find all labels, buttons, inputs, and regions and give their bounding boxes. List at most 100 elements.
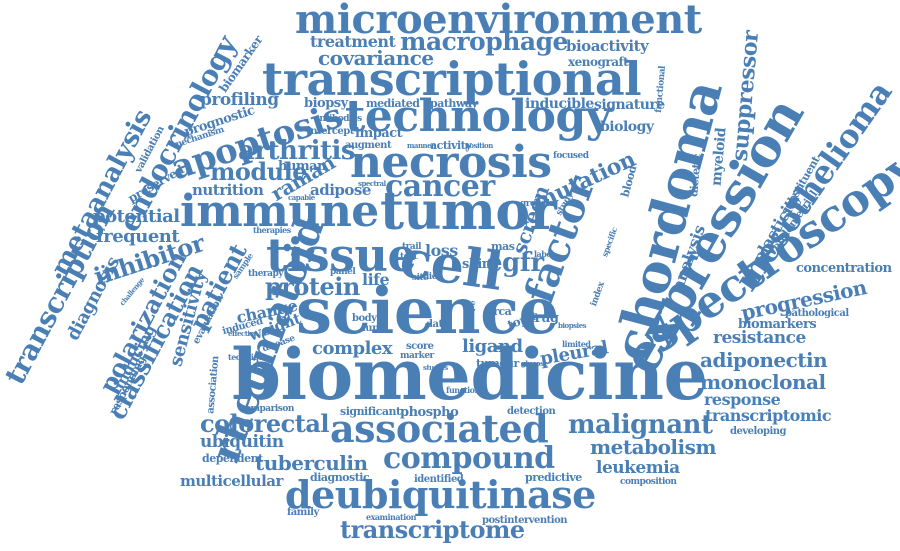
word-significant: significant bbox=[340, 405, 401, 418]
word-test: test bbox=[400, 252, 418, 262]
word-inducible: inducible bbox=[525, 96, 594, 112]
word-family: family bbox=[287, 507, 319, 518]
word-therapy: therapy bbox=[248, 269, 284, 279]
word-diet: diet bbox=[423, 272, 441, 282]
word-leukemia: leukemia bbox=[596, 458, 680, 478]
word-label: label bbox=[534, 249, 554, 259]
word-specific: specific bbox=[599, 225, 620, 259]
word-signature: signature bbox=[594, 97, 665, 113]
word-monoclonal: monoclonal bbox=[700, 370, 826, 394]
word-trail: trail bbox=[402, 242, 422, 252]
word-position: position bbox=[465, 141, 493, 150]
word-function: function bbox=[446, 385, 480, 395]
word-compound: compound bbox=[383, 441, 555, 476]
word-frequent: frequent bbox=[96, 226, 180, 247]
word-tuberculin: tuberculin bbox=[255, 451, 368, 475]
word-technique: technique bbox=[228, 352, 269, 362]
word-concentration: concentration bbox=[796, 261, 892, 276]
word-phospho: phospho bbox=[400, 405, 459, 420]
word-module: module bbox=[210, 157, 308, 186]
word-colorectal: colorectal bbox=[200, 409, 330, 438]
word-growth: growth bbox=[520, 199, 553, 209]
word-intercept: intercept bbox=[307, 126, 354, 137]
word-pathological: pathological bbox=[785, 308, 849, 319]
word-science: science bbox=[296, 274, 559, 349]
word-predictive: predictive bbox=[525, 471, 582, 484]
word-arthritis: arthritis bbox=[238, 136, 356, 166]
word-cancer: cancer bbox=[385, 169, 495, 204]
word-associated: associated bbox=[330, 406, 549, 451]
word-adiponectin: adiponectin bbox=[700, 348, 828, 372]
word-malignant: malignant bbox=[568, 410, 713, 440]
word-biomarkers: biomarkers bbox=[738, 317, 817, 332]
word-augment: augment bbox=[345, 140, 392, 151]
word-brca: brca bbox=[486, 305, 512, 318]
word-necrosis: necrosis bbox=[350, 137, 552, 188]
word-dependent: dependent bbox=[202, 452, 263, 465]
word-human: human bbox=[278, 159, 327, 174]
word-tissue: tissue bbox=[266, 228, 417, 282]
word-mas: mas bbox=[491, 240, 515, 253]
word-dietetic: dietetic bbox=[687, 153, 704, 198]
word-examination: examination bbox=[366, 512, 416, 522]
word-xenograft: xenograft bbox=[568, 55, 629, 69]
word-therapies: therapies bbox=[253, 225, 291, 235]
word-activity: activity bbox=[430, 139, 472, 152]
word-bioactivity: bioactivity bbox=[566, 37, 649, 55]
word-biology: biology bbox=[600, 119, 654, 135]
word-immune: immune bbox=[180, 186, 379, 237]
word-transcriptional: transcriptional bbox=[262, 52, 642, 106]
word-detection: detection bbox=[507, 406, 556, 417]
word-complex: complex bbox=[312, 338, 393, 359]
word-antibodies: antibodies bbox=[314, 114, 362, 124]
word-technology: technology bbox=[345, 91, 611, 142]
word-capable: capable bbox=[288, 193, 315, 202]
word-body: body bbox=[352, 313, 377, 324]
word-biopsy: biopsy bbox=[304, 96, 348, 111]
word-comparison: comparison bbox=[240, 404, 294, 414]
word-lung: lung bbox=[362, 323, 386, 334]
word-manner: manner bbox=[407, 141, 435, 150]
word-marker: marker bbox=[400, 351, 434, 361]
word-profiling: profiling bbox=[200, 90, 279, 110]
word-impact: impact bbox=[355, 126, 403, 141]
word-ligand: ligand bbox=[462, 336, 523, 357]
word-mediated: mediated bbox=[366, 97, 420, 110]
word-resistance: resistance bbox=[713, 328, 806, 348]
word-data: data bbox=[426, 319, 449, 330]
word-pathway: pathway bbox=[430, 97, 478, 110]
word-focused: focused bbox=[553, 151, 589, 161]
word-response: response bbox=[704, 390, 781, 409]
word-limited: limited bbox=[562, 339, 591, 349]
word-site: site bbox=[412, 273, 429, 283]
word-microenvironment: microenvironment bbox=[295, 0, 702, 43]
word-effective: effective bbox=[228, 329, 258, 338]
word-score: score bbox=[406, 341, 434, 352]
word-panel: panel bbox=[330, 267, 356, 277]
word-composition: composition bbox=[620, 477, 677, 487]
word-adipose: adipose bbox=[310, 181, 371, 199]
word-postintervention: postintervention bbox=[482, 515, 568, 526]
word-deubiquitinase: deubiquitinase bbox=[285, 472, 596, 517]
word-diagnostic: diagnostic bbox=[310, 471, 370, 484]
word-metabolism: metabolism bbox=[590, 435, 717, 459]
word-transcriptomic: transcriptomic bbox=[705, 406, 832, 425]
word-treatment: treatment bbox=[310, 32, 396, 51]
word-biopsies: biopsies bbox=[558, 321, 587, 330]
word-studies: studies bbox=[423, 363, 448, 372]
word-protein: protein bbox=[265, 272, 360, 301]
word-potential: potential bbox=[93, 206, 180, 227]
word-glucose: glucose bbox=[521, 359, 548, 368]
word-spectral: spectral bbox=[358, 179, 386, 188]
word-life: life bbox=[362, 270, 390, 289]
word-tumor: tumor bbox=[380, 181, 557, 242]
word-multicellular: multicellular bbox=[180, 472, 283, 490]
word-index: index bbox=[589, 280, 607, 308]
word-nutrition: nutrition bbox=[192, 181, 264, 199]
word-loss: loss bbox=[425, 241, 458, 260]
word-identified: identified bbox=[414, 474, 464, 485]
word-ubiquitin: ubiquitin bbox=[200, 432, 284, 452]
word-drug: drug bbox=[526, 311, 559, 326]
word-skin: skin bbox=[462, 257, 491, 272]
